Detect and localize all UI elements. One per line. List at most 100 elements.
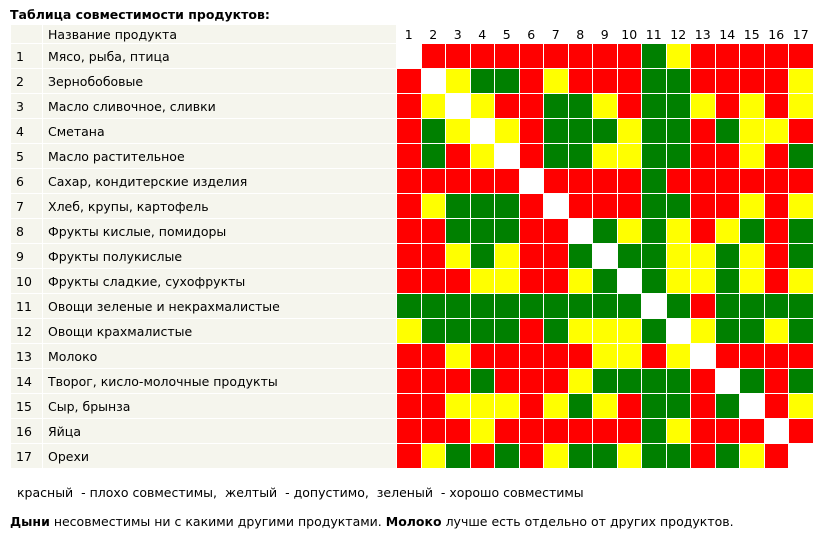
compat-cell-13-5 <box>494 343 520 369</box>
compat-cell-16-7 <box>543 418 569 444</box>
row-number: 8 <box>10 218 43 244</box>
compat-cell-7-15 <box>739 193 765 219</box>
compat-cell-11-14 <box>714 293 740 319</box>
table-row: 3 Масло сливочное, сливки <box>10 93 814 119</box>
compat-cell-17-2 <box>420 443 446 469</box>
compat-cell-14-9 <box>592 368 618 394</box>
compat-cell-15-1 <box>396 393 422 419</box>
compat-cell-14-7 <box>543 368 569 394</box>
compat-cell-6-8 <box>567 168 593 194</box>
compat-cell-3-8 <box>567 93 593 119</box>
compat-cell-11-2 <box>420 293 446 319</box>
compat-cell-10-15 <box>739 268 765 294</box>
compat-cell-8-5 <box>494 218 520 244</box>
compat-cell-3-5 <box>494 93 520 119</box>
compat-cell-11-8 <box>567 293 593 319</box>
compat-cell-6-6 <box>518 168 544 194</box>
compat-cell-2-12 <box>665 68 691 94</box>
table-header-row: Название продукта 1 2 3 4 5 6 7 8 9 10 11 12 13 14 15 1… <box>10 24 814 44</box>
product-name: Масло растительное <box>42 143 397 169</box>
compat-cell-17-4 <box>469 443 495 469</box>
product-name: Фрукты сладкие, сухофрукты <box>42 268 397 294</box>
compat-cell-5-11 <box>641 143 667 169</box>
compat-cell-4-1 <box>396 118 422 144</box>
compat-cell-3-4 <box>469 93 495 119</box>
table-row: 16 Яйца <box>10 418 814 444</box>
compat-cell-9-10 <box>616 243 642 269</box>
header-number-cell <box>10 24 43 44</box>
compat-cell-11-6 <box>518 293 544 319</box>
table-row: 13 Молоко <box>10 343 814 369</box>
compat-cell-6-4 <box>469 168 495 194</box>
compat-cell-10-2 <box>420 268 446 294</box>
compat-cell-8-12 <box>665 218 691 244</box>
table-row: 10 Фрукты сладкие, сухофрукты <box>10 268 814 294</box>
compat-cell-10-9 <box>592 268 618 294</box>
compat-cell-13-12 <box>665 343 691 369</box>
compat-cell-11-5 <box>494 293 520 319</box>
compat-cell-5-3 <box>445 143 471 169</box>
compat-cell-11-1 <box>396 293 422 319</box>
compat-cell-16-10 <box>616 418 642 444</box>
compat-cell-4-7 <box>543 118 569 144</box>
compat-cell-4-15 <box>739 118 765 144</box>
product-name: Фрукты кислые, помидоры <box>42 218 397 244</box>
column-number-1: 1 <box>396 24 422 44</box>
compat-cell-3-11 <box>641 93 667 119</box>
compat-cell-11-9 <box>592 293 618 319</box>
compat-cell-6-1 <box>396 168 422 194</box>
compat-cell-12-11 <box>641 318 667 344</box>
table-row: 14 Творог, кисло-молочные продукты <box>10 368 814 394</box>
column-number-7: 7 <box>543 24 569 44</box>
compat-cell-5-6 <box>518 143 544 169</box>
compat-cell-8-4 <box>469 218 495 244</box>
compat-cell-16-17 <box>788 418 814 444</box>
table-row: 6 Сахар, кондитерские изделия <box>10 168 814 194</box>
compat-cell-4-4 <box>469 118 495 144</box>
compat-cell-16-1 <box>396 418 422 444</box>
compat-cell-8-9 <box>592 218 618 244</box>
row-number: 12 <box>10 318 43 344</box>
compat-cell-4-14 <box>714 118 740 144</box>
compat-cell-2-4 <box>469 68 495 94</box>
compat-cell-13-4 <box>469 343 495 369</box>
compat-cell-2-1 <box>396 68 422 94</box>
row-number: 7 <box>10 193 43 219</box>
compat-cell-7-16 <box>763 193 789 219</box>
compat-cell-17-15 <box>739 443 765 469</box>
compat-cell-10-13 <box>690 268 716 294</box>
compat-cell-2-13 <box>690 68 716 94</box>
compat-cell-13-7 <box>543 343 569 369</box>
product-name: Творог, кисло-молочные продукты <box>42 368 397 394</box>
compat-cell-2-10 <box>616 68 642 94</box>
compat-cell-13-11 <box>641 343 667 369</box>
legend-yellow-description: - допустимо, <box>285 485 369 500</box>
compat-cell-1-8 <box>567 43 593 69</box>
compat-cell-10-12 <box>665 268 691 294</box>
product-name: Мясо, рыба, птица <box>42 43 397 69</box>
column-number-2: 2 <box>420 24 446 44</box>
compat-cell-6-11 <box>641 168 667 194</box>
compat-cell-7-12 <box>665 193 691 219</box>
compat-cell-16-12 <box>665 418 691 444</box>
compat-cell-3-13 <box>690 93 716 119</box>
compat-cell-12-7 <box>543 318 569 344</box>
compat-cell-1-10 <box>616 43 642 69</box>
compat-cell-17-12 <box>665 443 691 469</box>
compat-cell-4-12 <box>665 118 691 144</box>
column-number-6: 6 <box>518 24 544 44</box>
note-text-1: несовместимы ни с какими другими продукт… <box>49 514 386 529</box>
compat-cell-2-3 <box>445 68 471 94</box>
compat-cell-4-13 <box>690 118 716 144</box>
compat-cell-17-14 <box>714 443 740 469</box>
footnote: Дыни несовместимы ни с какими другими пр… <box>10 514 734 529</box>
product-name: Овощи крахмалистые <box>42 318 397 344</box>
compat-cell-14-14 <box>714 368 740 394</box>
compat-cell-14-8 <box>567 368 593 394</box>
compat-cell-3-10 <box>616 93 642 119</box>
compat-cell-12-1 <box>396 318 422 344</box>
compat-cell-4-8 <box>567 118 593 144</box>
compat-cell-11-3 <box>445 293 471 319</box>
compat-cell-6-15 <box>739 168 765 194</box>
compat-cell-9-15 <box>739 243 765 269</box>
